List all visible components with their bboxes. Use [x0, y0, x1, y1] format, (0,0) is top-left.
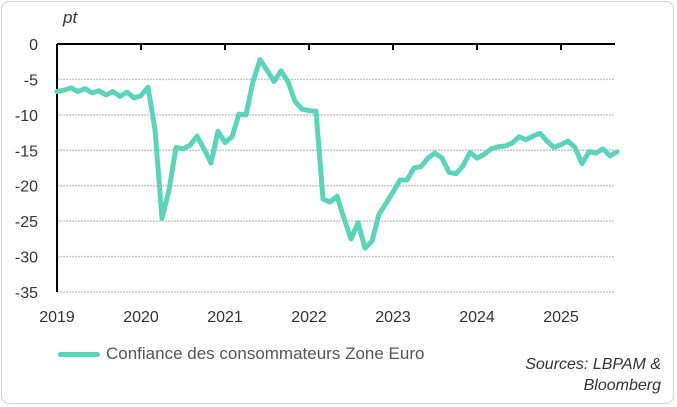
y-tick-label: -30: [15, 250, 38, 267]
x-tick-label: 2019: [39, 309, 75, 326]
x-tick-label: 2021: [207, 309, 243, 326]
x-tick-label: 2022: [291, 309, 327, 326]
y-tick-label: -35: [15, 285, 38, 302]
y-tick-label: -5: [24, 72, 38, 89]
y-tick-label: -10: [15, 108, 38, 125]
y-tick-label: 0: [29, 37, 38, 54]
legend: Confiance des consommateurs Zone Euro: [58, 344, 424, 364]
series-line: [54, 57, 620, 251]
y-axis-unit: pt: [63, 8, 78, 27]
x-tick-label: 2023: [375, 309, 411, 326]
legend-label: Confiance des consommateurs Zone Euro: [106, 344, 425, 363]
y-tick-label: -20: [15, 179, 38, 196]
sources-note: Sources: LBPAM & Bloomberg: [525, 356, 661, 394]
y-tick-label: -15: [15, 143, 38, 160]
x-tick-label: 2020: [123, 309, 159, 326]
x-tick-label: 2025: [543, 309, 579, 326]
legend-swatch: [58, 351, 100, 357]
y-tick-label: -25: [15, 214, 38, 231]
x-tick-label: 2024: [459, 309, 495, 326]
